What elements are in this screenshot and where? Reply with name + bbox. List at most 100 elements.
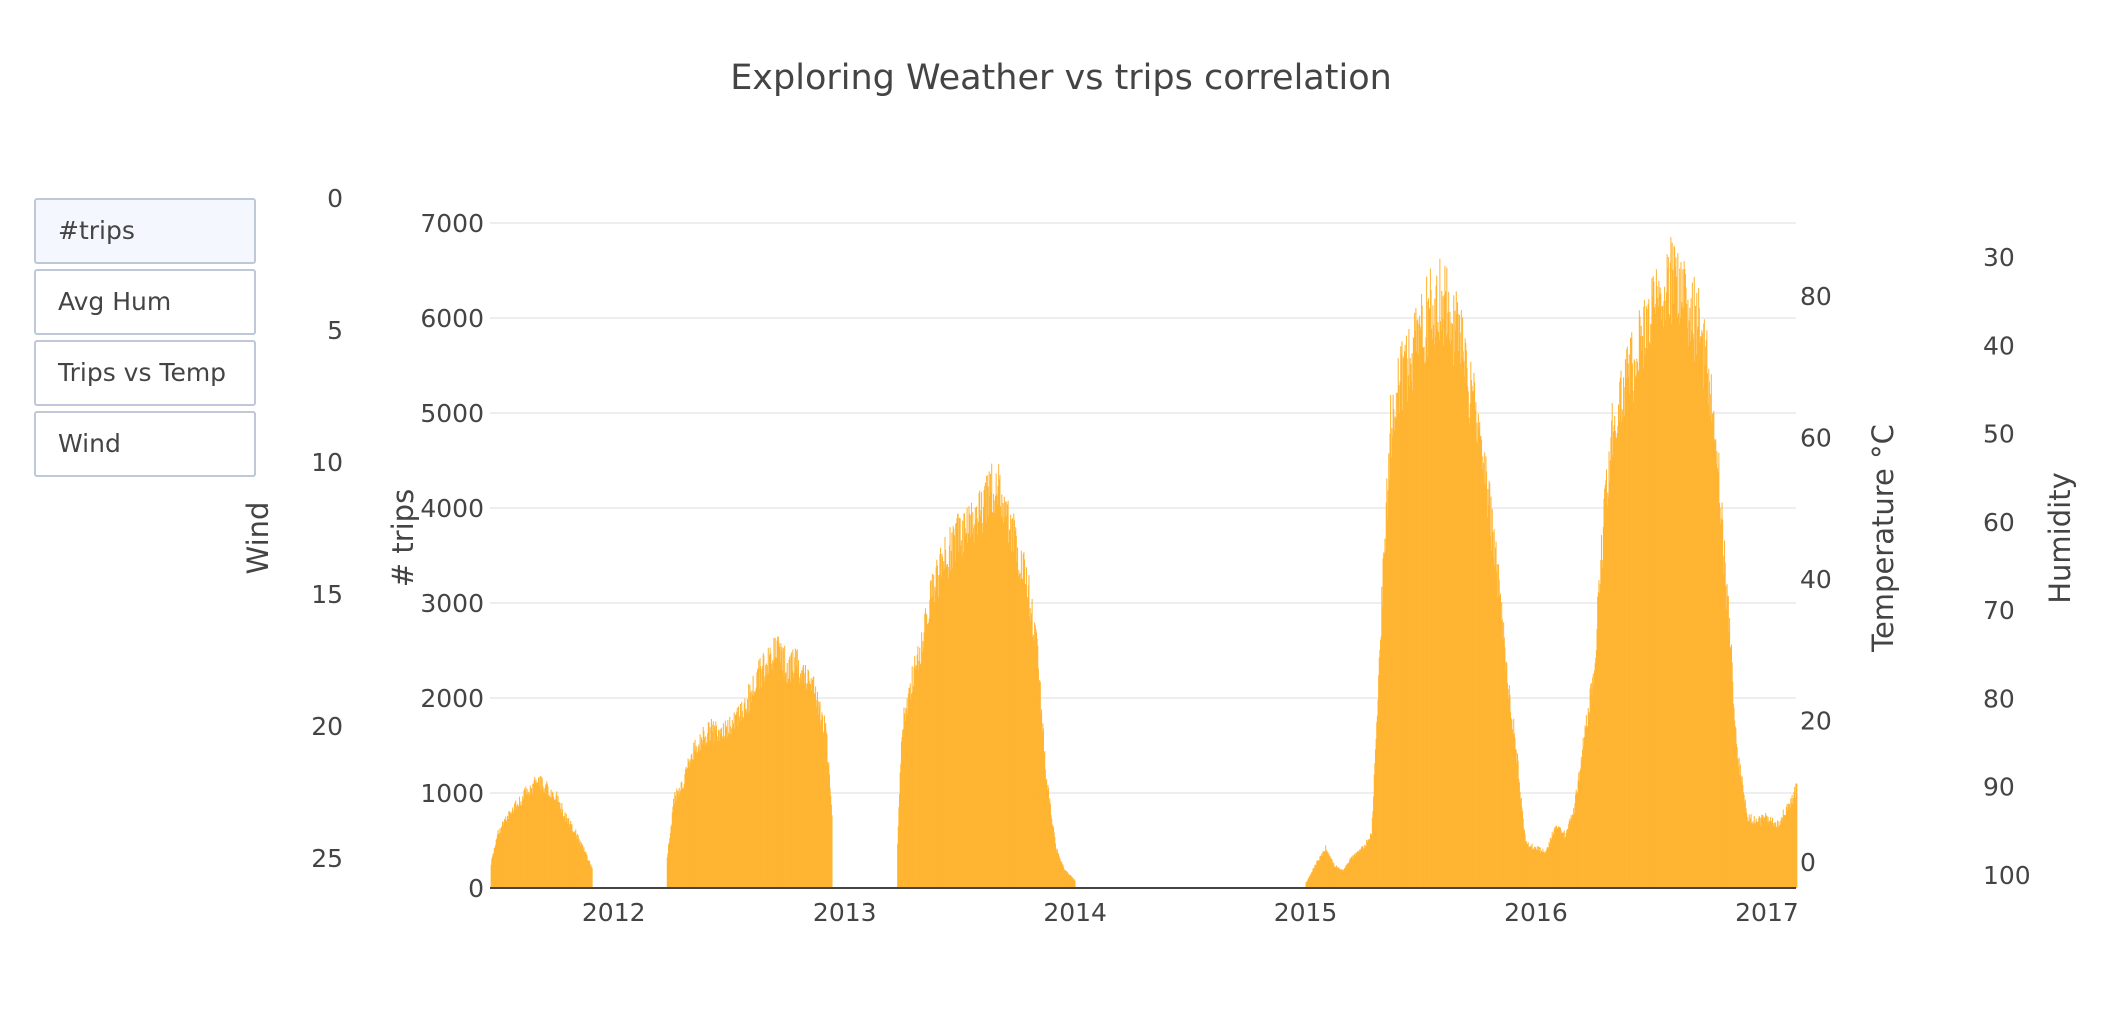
bar[interactable] (974, 507, 976, 888)
bar[interactable] (1310, 873, 1312, 888)
bar[interactable] (828, 762, 830, 888)
bar[interactable] (1703, 319, 1705, 888)
bar[interactable] (784, 672, 786, 888)
bar[interactable] (1636, 358, 1638, 888)
bar[interactable] (1070, 875, 1072, 888)
bar[interactable] (1040, 713, 1042, 888)
bar[interactable] (1646, 308, 1648, 889)
bar[interactable] (1725, 609, 1727, 888)
bar[interactable] (1433, 324, 1435, 888)
bar[interactable] (1499, 596, 1501, 888)
bar[interactable] (1600, 535, 1602, 888)
bar[interactable] (547, 786, 549, 888)
bar[interactable] (962, 552, 964, 888)
bar[interactable] (1591, 694, 1593, 888)
bar[interactable] (536, 782, 538, 888)
bar[interactable] (825, 722, 827, 888)
bar[interactable] (1560, 829, 1562, 888)
bar[interactable] (522, 796, 524, 888)
bar[interactable] (783, 676, 785, 888)
bar[interactable] (1027, 599, 1029, 888)
bar[interactable] (1032, 634, 1034, 888)
bar[interactable] (986, 475, 988, 888)
bar[interactable] (1009, 529, 1011, 888)
bar[interactable] (1493, 557, 1495, 888)
bar[interactable] (1775, 827, 1777, 888)
bar[interactable] (1786, 803, 1788, 888)
bar[interactable] (1549, 838, 1551, 888)
bar[interactable] (1570, 822, 1572, 888)
bar[interactable] (539, 785, 541, 888)
bar[interactable] (496, 838, 498, 888)
bar[interactable] (1696, 292, 1698, 889)
bar[interactable] (978, 492, 980, 888)
bar[interactable] (1366, 842, 1368, 888)
bar[interactable] (1537, 846, 1539, 888)
bar[interactable] (1776, 826, 1778, 888)
bar[interactable] (1778, 821, 1780, 888)
bar[interactable] (538, 777, 540, 888)
bar[interactable] (1574, 803, 1576, 888)
bar[interactable] (520, 805, 522, 888)
bar[interactable] (1309, 875, 1311, 888)
bar[interactable] (1755, 818, 1757, 888)
bar[interactable] (916, 665, 918, 888)
bar[interactable] (1414, 312, 1416, 889)
bar[interactable] (1690, 298, 1692, 889)
bar[interactable] (1370, 833, 1372, 888)
bar[interactable] (1641, 335, 1644, 888)
bar[interactable] (688, 761, 690, 888)
bar[interactable] (1793, 792, 1795, 888)
bar[interactable] (1777, 820, 1779, 888)
bar[interactable] (1657, 306, 1659, 888)
bar[interactable] (1635, 377, 1637, 888)
bar[interactable] (492, 853, 494, 888)
bar[interactable] (1455, 330, 1457, 888)
bar[interactable] (724, 738, 726, 888)
bar[interactable] (920, 663, 922, 888)
bar[interactable] (909, 683, 911, 888)
bar[interactable] (949, 527, 951, 888)
bar[interactable] (766, 674, 768, 888)
bar[interactable] (1665, 300, 1667, 888)
bar[interactable] (898, 807, 900, 888)
bar[interactable] (566, 818, 568, 888)
bar[interactable] (773, 637, 775, 888)
bar[interactable] (903, 707, 905, 888)
bar[interactable] (1460, 309, 1462, 889)
bar[interactable] (1748, 814, 1750, 888)
bar[interactable] (1540, 853, 1542, 888)
bar[interactable] (1013, 513, 1015, 888)
bar[interactable] (1559, 826, 1561, 888)
bar[interactable] (1044, 751, 1046, 888)
bar[interactable] (1029, 608, 1031, 888)
bar[interactable] (584, 851, 586, 888)
bar[interactable] (1765, 813, 1767, 888)
bar[interactable] (1742, 785, 1744, 888)
bar[interactable] (738, 716, 740, 888)
bar[interactable] (1443, 345, 1445, 888)
bar[interactable] (813, 693, 815, 888)
bar[interactable] (587, 860, 589, 888)
bar[interactable] (1566, 830, 1568, 888)
bar[interactable] (1065, 870, 1067, 888)
bar[interactable] (1667, 268, 1669, 888)
bar[interactable] (1787, 803, 1789, 888)
bar[interactable] (940, 547, 942, 888)
bar[interactable] (1601, 567, 1603, 888)
bar[interactable] (1071, 877, 1073, 888)
bar[interactable] (1384, 538, 1386, 888)
bar[interactable] (1391, 428, 1393, 888)
bar[interactable] (1376, 722, 1378, 888)
bar[interactable] (1056, 851, 1058, 888)
bar[interactable] (966, 507, 968, 888)
bar[interactable] (691, 759, 694, 888)
bar[interactable] (1734, 726, 1736, 888)
bar[interactable] (958, 518, 961, 888)
bar[interactable] (1777, 827, 1779, 888)
bar[interactable] (904, 721, 906, 888)
bar[interactable] (936, 565, 938, 888)
bar[interactable] (929, 581, 931, 888)
bar[interactable] (1687, 299, 1689, 889)
bar[interactable] (760, 687, 762, 888)
